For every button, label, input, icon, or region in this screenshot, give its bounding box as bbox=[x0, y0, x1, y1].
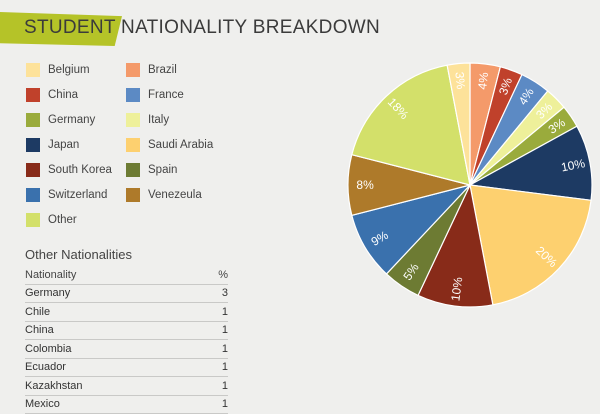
legend-item: Italy bbox=[126, 112, 246, 127]
column-header-nationality: Nationality bbox=[25, 269, 76, 281]
legend-label: China bbox=[48, 89, 78, 101]
pie-label-venezeula: 8% bbox=[356, 178, 374, 192]
legend-swatch bbox=[126, 163, 140, 177]
table-cell-percent: 1 bbox=[222, 343, 228, 355]
table-cell-nationality: Colombia bbox=[25, 343, 71, 355]
legend-item: Japan bbox=[26, 137, 126, 152]
legend-swatch bbox=[26, 188, 40, 202]
table-cell-percent: 1 bbox=[222, 306, 228, 318]
table-cell-percent: 1 bbox=[222, 380, 228, 392]
column-header-percent: % bbox=[218, 269, 228, 281]
legend-item: China bbox=[26, 87, 126, 102]
pie-chart: 4%3%4%3%3%10%20%10%5%9%8%18%3% bbox=[340, 52, 600, 317]
table-cell-nationality: Ecuador bbox=[25, 361, 66, 373]
legend-label: Switzerland bbox=[48, 189, 107, 201]
legend-item: Saudi Arabia bbox=[126, 137, 246, 152]
table-cell-nationality: Chile bbox=[25, 306, 50, 318]
legend-label: Brazil bbox=[148, 64, 177, 76]
legend-label: France bbox=[148, 89, 184, 101]
table-cell-percent: 3 bbox=[222, 287, 228, 299]
legend-item: Brazil bbox=[126, 62, 246, 77]
other-nationalities-title: Other Nationalities bbox=[25, 247, 132, 262]
legend-swatch bbox=[26, 113, 40, 127]
table-row: Ecuador 1 bbox=[25, 359, 228, 378]
legend-label: Germany bbox=[48, 114, 95, 126]
legend-label: Other bbox=[48, 214, 77, 226]
legend-item: Switzerland bbox=[26, 187, 126, 202]
table-row: Mexico 1 bbox=[25, 396, 228, 414]
table-row: China 1 bbox=[25, 322, 228, 341]
legend-swatch bbox=[126, 88, 140, 102]
legend: Belgium Brazil China France Germany Italy Japa… bbox=[26, 62, 246, 227]
table-cell-nationality: China bbox=[25, 324, 54, 336]
pie-label-belgium: 3% bbox=[452, 71, 468, 90]
legend-label: Belgium bbox=[48, 64, 90, 76]
table-cell-nationality: Mexico bbox=[25, 398, 60, 410]
legend-label: South Korea bbox=[48, 164, 112, 176]
table-cell-percent: 1 bbox=[222, 398, 228, 410]
legend-swatch bbox=[126, 63, 140, 77]
legend-item: Germany bbox=[26, 112, 126, 127]
header: STUDENT NATIONALITY BREAKDOWN bbox=[0, 0, 420, 48]
table-row: Chile 1 bbox=[25, 303, 228, 322]
legend-swatch bbox=[26, 138, 40, 152]
legend-item: Venezeula bbox=[126, 187, 246, 202]
page-title: STUDENT NATIONALITY BREAKDOWN bbox=[24, 17, 380, 39]
legend-item: South Korea bbox=[26, 162, 126, 177]
legend-item: France bbox=[126, 87, 246, 102]
legend-swatch bbox=[26, 88, 40, 102]
legend-label: Spain bbox=[148, 164, 177, 176]
table-row: Germany 3 bbox=[25, 285, 228, 304]
legend-swatch bbox=[126, 138, 140, 152]
pie-label-brazil: 4% bbox=[475, 71, 491, 90]
legend-swatch bbox=[26, 163, 40, 177]
table-header-row: Nationality % bbox=[25, 266, 228, 285]
legend-label: Venezeula bbox=[148, 189, 202, 201]
legend-swatch bbox=[26, 63, 40, 77]
table-cell-percent: 1 bbox=[222, 361, 228, 373]
legend-label: Italy bbox=[148, 114, 169, 126]
legend-item: Belgium bbox=[26, 62, 126, 77]
legend-label: Saudi Arabia bbox=[148, 139, 213, 151]
legend-swatch bbox=[26, 213, 40, 227]
table-cell-nationality: Kazakhstan bbox=[25, 380, 82, 392]
table-cell-percent: 1 bbox=[222, 324, 228, 336]
legend-swatch bbox=[126, 113, 140, 127]
legend-item: Spain bbox=[126, 162, 246, 177]
legend-label: Japan bbox=[48, 139, 79, 151]
table-row: Kazakhstan 1 bbox=[25, 377, 228, 396]
table-cell-nationality: Germany bbox=[25, 287, 70, 299]
legend-item: Other bbox=[26, 212, 126, 227]
table-row: Colombia 1 bbox=[25, 340, 228, 359]
legend-swatch bbox=[126, 188, 140, 202]
